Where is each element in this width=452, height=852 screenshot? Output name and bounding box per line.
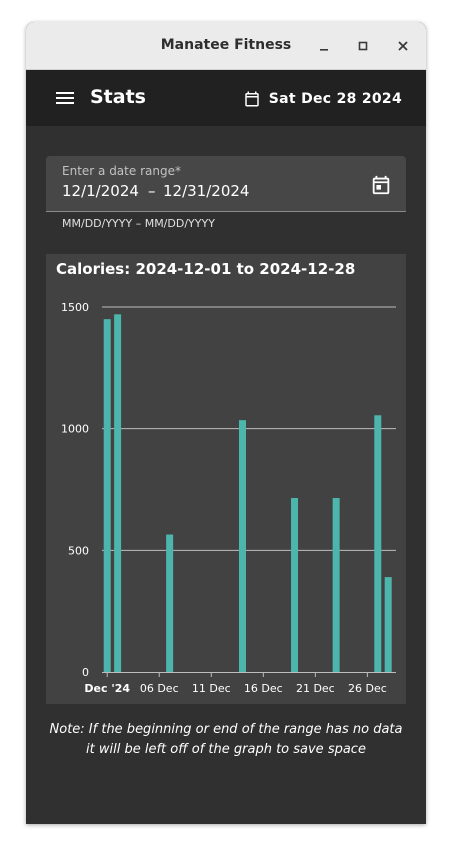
calendar-picker-icon[interactable] xyxy=(370,174,392,196)
bar xyxy=(104,319,111,672)
bar xyxy=(291,498,298,672)
bar xyxy=(114,314,121,672)
date-format-hint: MM/DD/YYYY – MM/DD/YYYY xyxy=(62,217,215,230)
app-bar: Stats Sat Dec 28 2024 xyxy=(26,70,426,126)
chart-canvas: 0 500 1000 1500 Dec '24 06 Dec 11 Dec 16 Dec 21 … xyxy=(46,254,406,704)
y-tick-label: 500 xyxy=(68,544,89,557)
calories-chart: 0 500 1000 1500 Dec '24 06 Dec 11 Dec 16 Dec 21 … xyxy=(46,254,406,704)
calendar-icon xyxy=(243,90,261,108)
x-tick-label: 11 Dec xyxy=(192,682,231,695)
title-bar: Manatee Fitness xyxy=(26,22,426,70)
x-tick-label: 21 Dec xyxy=(296,682,335,695)
current-date: Sat Dec 28 2024 xyxy=(269,91,402,107)
page-title: Stats xyxy=(90,86,146,108)
range-separator: – xyxy=(148,182,156,200)
close-button[interactable] xyxy=(391,34,415,58)
close-icon xyxy=(391,34,415,58)
x-tick-label: Dec '24 xyxy=(84,682,130,695)
bar xyxy=(239,420,246,672)
minimize-icon xyxy=(312,34,336,58)
maximize-button[interactable] xyxy=(351,34,375,58)
app-window: Manatee Fitness Stats Sat Dec 28 2024 En… xyxy=(26,22,426,824)
bar xyxy=(333,498,340,672)
y-tick-label: 0 xyxy=(82,666,89,679)
minimize-button[interactable] xyxy=(312,34,336,58)
chart-title: Calories: 2024-12-01 to 2024-12-28 xyxy=(56,260,355,278)
date-range-input[interactable]: Enter a date range* 12/1/2024 – 12/31/20… xyxy=(46,156,406,212)
hamburger-menu-icon[interactable] xyxy=(54,88,76,108)
current-date-button[interactable]: Sat Dec 28 2024 xyxy=(243,88,402,110)
start-date-input[interactable]: 12/1/2024 xyxy=(62,182,139,200)
maximize-icon xyxy=(351,34,375,58)
bar xyxy=(374,415,381,672)
bar xyxy=(385,577,392,672)
bar xyxy=(166,535,173,672)
x-tick-label: 16 Dec xyxy=(244,682,283,695)
y-tick-label: 1000 xyxy=(61,423,89,436)
x-tick-label: 06 Dec xyxy=(140,682,179,695)
x-tick-label: 26 Dec xyxy=(348,682,387,695)
date-range-label: Enter a date range* xyxy=(62,164,181,178)
end-date-input[interactable]: 12/31/2024 xyxy=(163,182,249,200)
y-tick-label: 1500 xyxy=(61,301,89,314)
range-note: Note: If the beginning or end of the ran… xyxy=(44,720,408,760)
